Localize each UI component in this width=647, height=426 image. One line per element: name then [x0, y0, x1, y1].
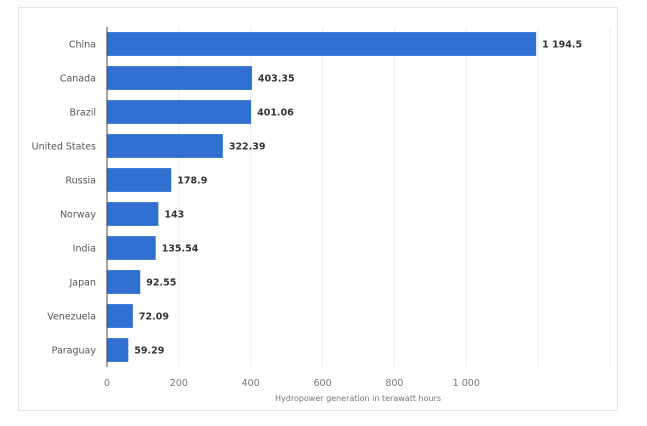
x-axis-label: Hydropower generation in terawatt hours [275, 394, 441, 403]
value-label: 92.55 [146, 278, 176, 289]
value-labels: 1 194.5 403.35 401.06 322.39 178.9 143 135.54 9… [134, 40, 582, 357]
bar-united-states[interactable] [107, 134, 223, 158]
value-label: 143 [164, 210, 184, 221]
x-tick-label: 200 [170, 378, 188, 389]
bar-venezuela[interactable] [107, 304, 133, 328]
bar-paraguay[interactable] [107, 338, 129, 362]
x-tick-label: 0 [104, 378, 110, 389]
x-tick-label: 800 [385, 378, 403, 389]
category-label: Canada [60, 74, 96, 85]
value-label: 322.39 [229, 142, 266, 153]
bar-canada[interactable] [107, 66, 252, 90]
x-tick-label: 400 [242, 378, 260, 389]
bar-norway[interactable] [107, 202, 159, 226]
bar-china[interactable] [107, 32, 537, 56]
category-label: Brazil [69, 108, 96, 119]
bar-russia[interactable] [107, 168, 172, 192]
category-label: Paraguay [52, 346, 97, 357]
category-labels: China Canada Brazil United States Russia Norw… [32, 40, 97, 357]
x-tick-label: 1 000 [453, 378, 480, 389]
bars [107, 32, 537, 362]
bar-brazil[interactable] [107, 100, 252, 124]
value-label: 59.29 [134, 346, 164, 357]
x-tick-labels: 0 200 400 600 800 1 000 [104, 378, 480, 389]
category-label: Venezuela [47, 312, 96, 323]
category-label: Russia [65, 176, 96, 187]
value-label: 72.09 [139, 312, 169, 323]
category-label: Norway [60, 210, 96, 221]
value-label: 1 194.5 [542, 40, 582, 51]
category-label: United States [32, 142, 96, 153]
category-label: India [73, 244, 96, 255]
x-tick-label: 600 [314, 378, 332, 389]
bar-india[interactable] [107, 236, 156, 260]
value-label: 403.35 [258, 74, 295, 85]
category-label: China [69, 40, 96, 51]
value-label: 135.54 [162, 244, 199, 255]
value-label: 178.9 [177, 176, 207, 187]
value-label: 401.06 [257, 108, 294, 119]
category-label: Japan [69, 278, 97, 289]
bar-japan[interactable] [107, 270, 141, 294]
